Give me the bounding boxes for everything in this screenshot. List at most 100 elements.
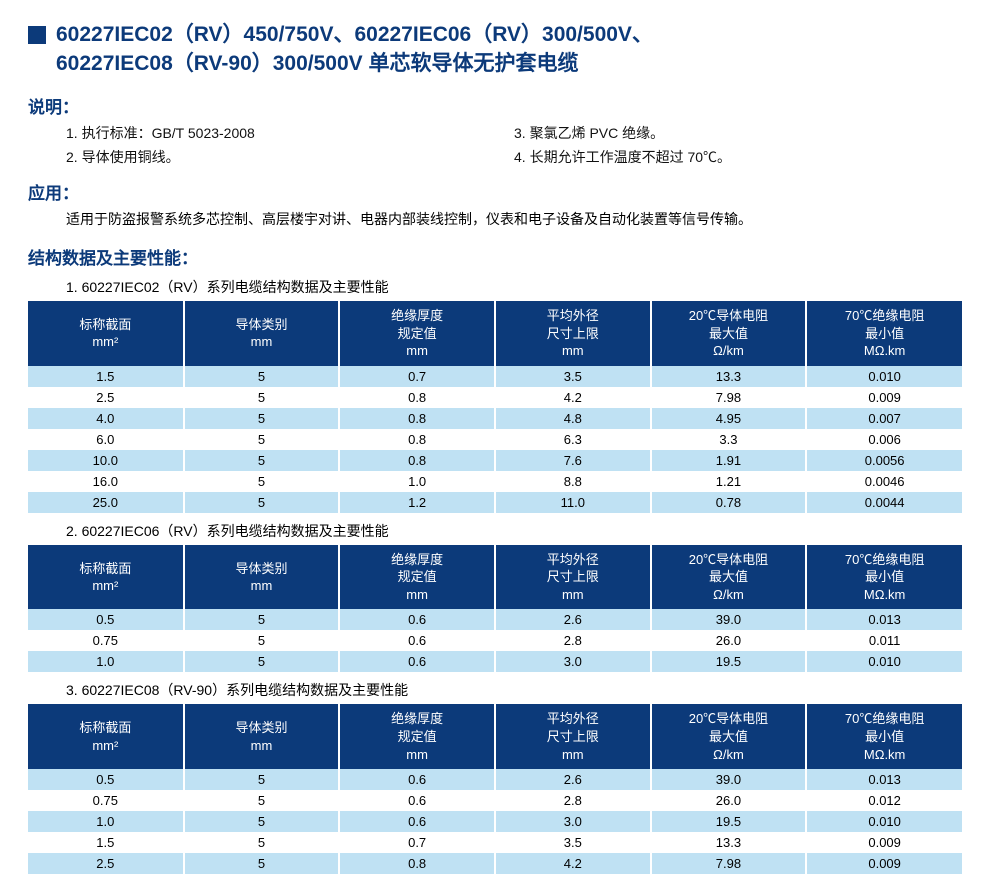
title-square-icon: [28, 26, 46, 44]
table-cell: 1.0: [28, 811, 184, 832]
table-cell: 0.8: [339, 429, 495, 450]
column-header: 标称截面mm²: [28, 301, 184, 366]
column-header: 标称截面mm²: [28, 704, 184, 769]
table-cell: 5: [184, 811, 340, 832]
table-cell: 3.3: [651, 429, 807, 450]
table-row: 0.7550.62.826.00.011: [28, 630, 962, 651]
table-cell: 0.6: [339, 811, 495, 832]
column-header: 平均外径尺寸上限mm: [495, 301, 651, 366]
column-header: 70℃绝缘电阻最小值MΩ.km: [806, 545, 962, 610]
desc-section-label: 说明：: [28, 93, 962, 118]
table-row: 25.051.211.00.780.0044: [28, 492, 962, 513]
table-cell: 0.6: [339, 790, 495, 811]
table-row: 4.050.84.84.950.007: [28, 408, 962, 429]
table-cell: 13.3: [651, 366, 807, 387]
table-cell: 5: [184, 408, 340, 429]
column-header: 平均外径尺寸上限mm: [495, 704, 651, 769]
table-cell: 2.6: [495, 769, 651, 790]
subtable-caption: 1. 60227IEC02（RV）系列电缆结构数据及主要性能: [28, 277, 962, 297]
table-cell: 2.6: [495, 609, 651, 630]
table-cell: 0.0046: [806, 471, 962, 492]
table-cell: 7.6: [495, 450, 651, 471]
table-cell: 0.7: [339, 832, 495, 853]
table-cell: 0.6: [339, 630, 495, 651]
table-cell: 0.78: [651, 492, 807, 513]
table-cell: 25.0: [28, 492, 184, 513]
table-cell: 19.5: [651, 811, 807, 832]
table-cell: 0.8: [339, 450, 495, 471]
table-cell: 0.009: [806, 853, 962, 874]
tables-host: 1. 60227IEC02（RV）系列电缆结构数据及主要性能标称截面mm²导体类…: [28, 277, 962, 874]
table-cell: 3.0: [495, 811, 651, 832]
table-cell: 5: [184, 387, 340, 408]
table-cell: 0.013: [806, 769, 962, 790]
table-row: 2.550.84.27.980.009: [28, 853, 962, 874]
table-cell: 4.8: [495, 408, 651, 429]
description-columns: 1. 执行标准：GB/T 5023-2008 2. 导体使用铜线。 3. 聚氯乙…: [28, 122, 962, 170]
table-cell: 0.6: [339, 651, 495, 672]
table-cell: 0.010: [806, 366, 962, 387]
table-cell: 0.010: [806, 811, 962, 832]
column-header: 绝缘厚度规定值mm: [339, 301, 495, 366]
table-row: 0.550.62.639.00.013: [28, 769, 962, 790]
table-cell: 2.5: [28, 853, 184, 874]
column-header: 20℃导体电阻最大值Ω/km: [651, 704, 807, 769]
table-cell: 5: [184, 492, 340, 513]
table-cell: 0.8: [339, 387, 495, 408]
table-cell: 6.0: [28, 429, 184, 450]
column-header: 导体类别mm: [184, 301, 340, 366]
table-cell: 8.8: [495, 471, 651, 492]
table-row: 6.050.86.33.30.006: [28, 429, 962, 450]
title-line1: 60227IEC02（RV）450/750V、60227IEC06（RV）300…: [56, 23, 653, 46]
table-cell: 5: [184, 769, 340, 790]
table-cell: 3.0: [495, 651, 651, 672]
struct-section-label: 结构数据及主要性能：: [28, 244, 962, 269]
column-header: 标称截面mm²: [28, 545, 184, 610]
table-cell: 7.98: [651, 387, 807, 408]
table-cell: 1.5: [28, 832, 184, 853]
column-header: 导体类别mm: [184, 545, 340, 610]
table-cell: 39.0: [651, 769, 807, 790]
table-row: 16.051.08.81.210.0046: [28, 471, 962, 492]
column-header: 绝缘厚度规定值mm: [339, 704, 495, 769]
desc-item-2: 2. 导体使用铜线。: [66, 146, 514, 170]
table-cell: 0.012: [806, 790, 962, 811]
table-cell: 0.75: [28, 790, 184, 811]
app-section-label: 应用：: [28, 179, 962, 204]
column-header: 平均外径尺寸上限mm: [495, 545, 651, 610]
table-cell: 0.8: [339, 853, 495, 874]
table-cell: 1.0: [28, 651, 184, 672]
table-cell: 26.0: [651, 790, 807, 811]
column-header: 70℃绝缘电阻最小值MΩ.km: [806, 301, 962, 366]
table-cell: 5: [184, 429, 340, 450]
table-cell: 39.0: [651, 609, 807, 630]
table-cell: 0.8: [339, 408, 495, 429]
title-line2: 60227IEC08（RV-90）300/500V 单芯软导体无护套电缆: [56, 52, 579, 75]
table-cell: 5: [184, 366, 340, 387]
column-header: 20℃导体电阻最大值Ω/km: [651, 545, 807, 610]
table-cell: 0.0056: [806, 450, 962, 471]
table-cell: 0.006: [806, 429, 962, 450]
table-row: 1.550.73.513.30.009: [28, 832, 962, 853]
title-block: 60227IEC02（RV）450/750V、60227IEC06（RV）300…: [28, 20, 962, 79]
desc-item-4: 4. 长期允许工作温度不超过 70℃。: [514, 146, 962, 170]
table-cell: 2.8: [495, 790, 651, 811]
table-cell: 5: [184, 832, 340, 853]
table-row: 0.550.62.639.00.013: [28, 609, 962, 630]
table-cell: 5: [184, 609, 340, 630]
column-header: 70℃绝缘电阻最小值MΩ.km: [806, 704, 962, 769]
table-cell: 0.010: [806, 651, 962, 672]
table-cell: 0.75: [28, 630, 184, 651]
table-cell: 1.91: [651, 450, 807, 471]
table-cell: 11.0: [495, 492, 651, 513]
desc-item-1: 1. 执行标准：GB/T 5023-2008: [66, 122, 514, 146]
table-cell: 16.0: [28, 471, 184, 492]
column-header: 绝缘厚度规定值mm: [339, 545, 495, 610]
table-cell: 4.0: [28, 408, 184, 429]
table-cell: 5: [184, 651, 340, 672]
table-cell: 2.8: [495, 630, 651, 651]
table-row: 0.7550.62.826.00.012: [28, 790, 962, 811]
table-row: 1.050.63.019.50.010: [28, 651, 962, 672]
table-cell: 5: [184, 790, 340, 811]
table-cell: 5: [184, 471, 340, 492]
